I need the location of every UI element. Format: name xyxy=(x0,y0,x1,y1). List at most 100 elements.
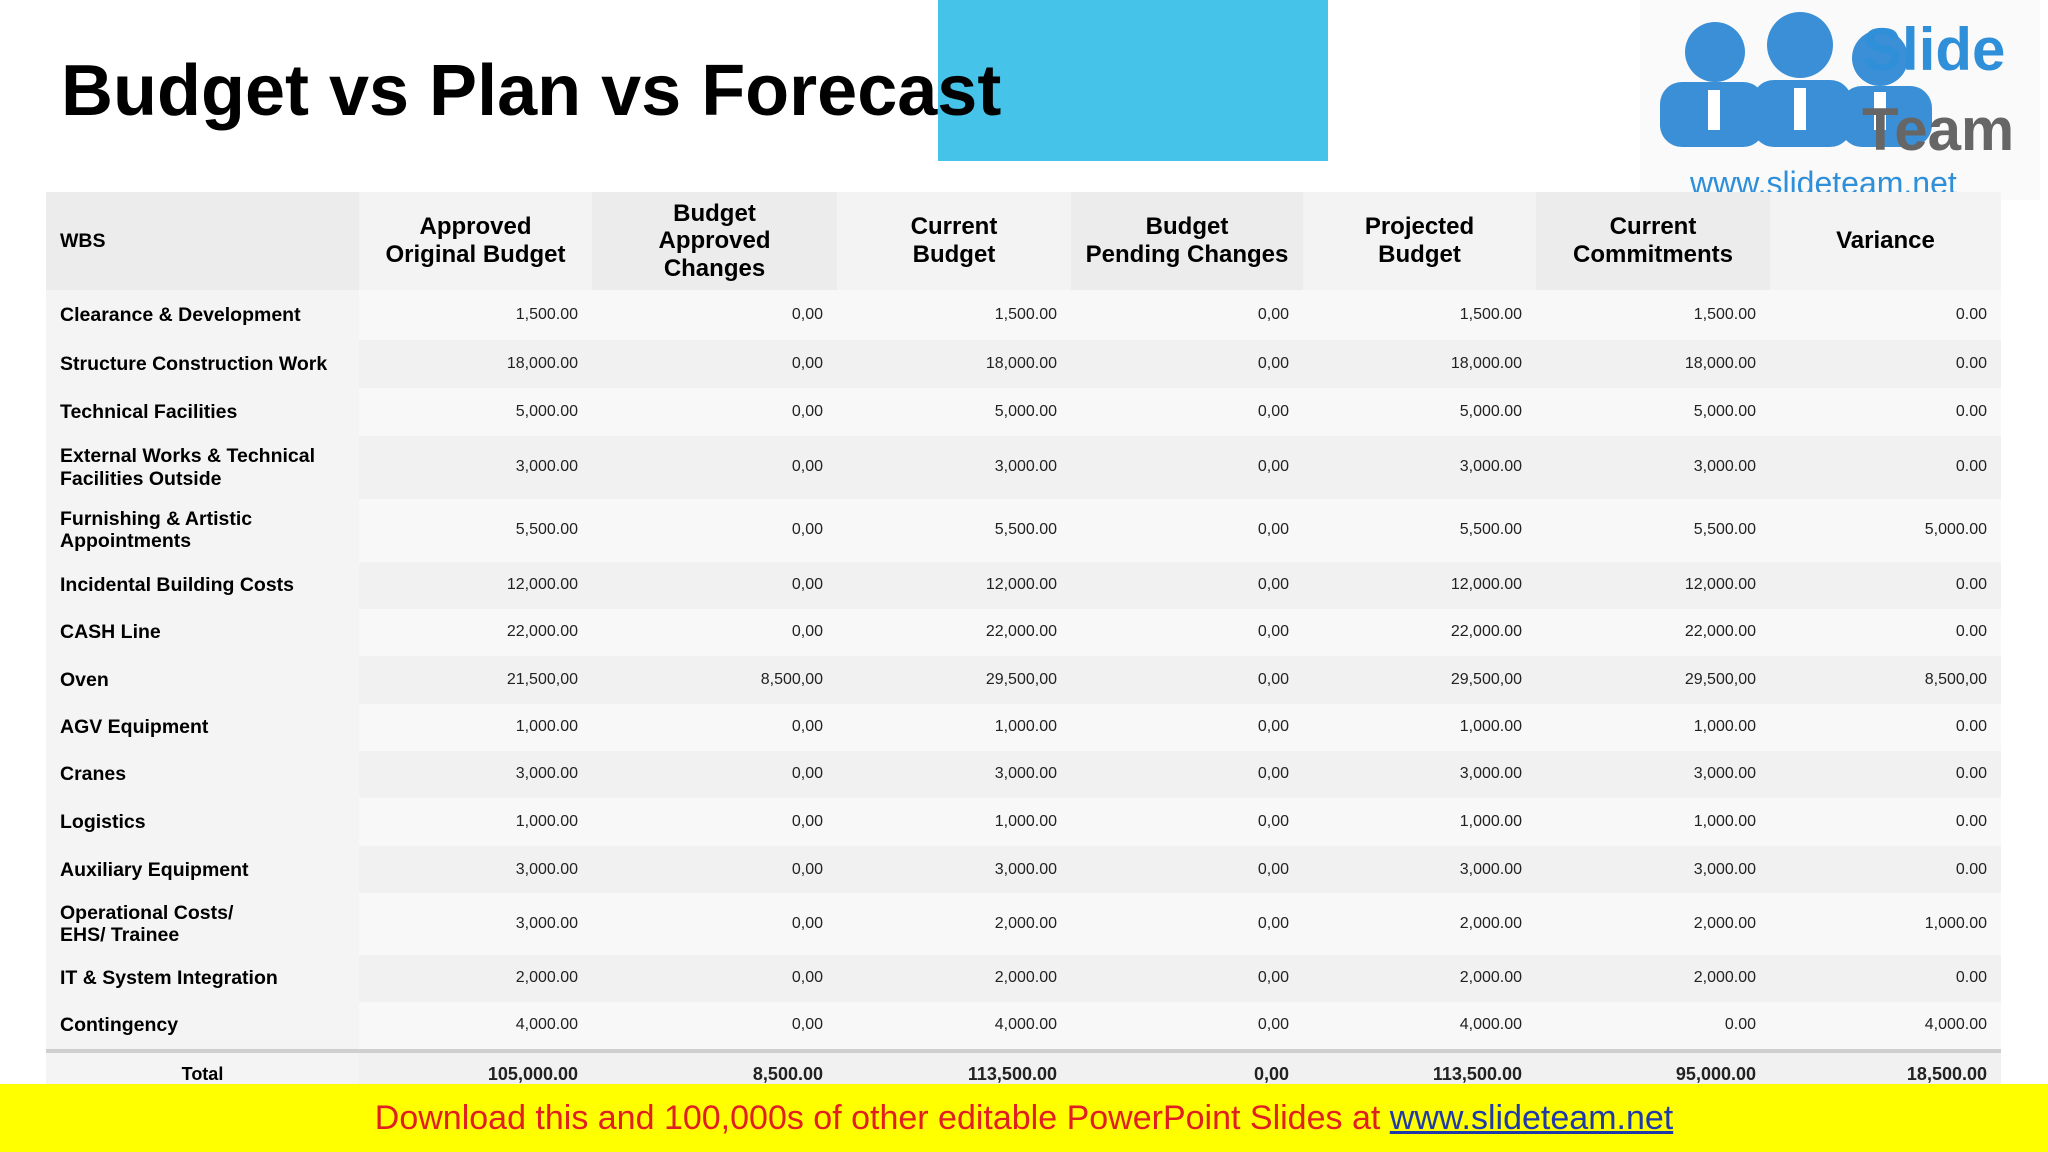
cell-value: 1,000.00 xyxy=(359,798,592,847)
column-header: Projected Budget xyxy=(1303,192,1536,290)
row-label: Contingency xyxy=(46,1001,359,1049)
cell-value: 21,500,00 xyxy=(359,655,592,704)
cell-value: 0,00 xyxy=(1071,339,1303,388)
cell-value: 0.00 xyxy=(1770,339,2001,388)
cell-value: 5,000.00 xyxy=(1536,387,1770,437)
cell-value: 3,000.00 xyxy=(359,436,592,499)
cell-value: 0,00 xyxy=(592,436,837,499)
row-label: External Works & Technical Facilities Ou… xyxy=(46,436,359,499)
cell-value: 0,00 xyxy=(592,751,837,799)
cell-value: 0.00 xyxy=(1770,798,2001,847)
row-label: Incidental Building Costs xyxy=(46,561,359,609)
cell-value: 4,000.00 xyxy=(837,1001,1071,1049)
cell-value: 2,000.00 xyxy=(1303,954,1536,1002)
row-label: Furnishing & Artistic Appointments xyxy=(46,498,359,562)
cell-value: 12,000.00 xyxy=(1303,561,1536,609)
cell-value: 1,500.00 xyxy=(837,290,1071,340)
cell-value: 0.00 xyxy=(1770,608,2001,656)
cell-value: 3,000.00 xyxy=(359,751,592,799)
cell-value: 0,00 xyxy=(592,290,837,340)
cell-value: 3,000.00 xyxy=(359,893,592,955)
cell-value: 0.00 xyxy=(1536,1001,1770,1049)
cell-value: 5,000.00 xyxy=(837,387,1071,437)
row-label: Technical Facilities xyxy=(46,387,359,437)
row-label: IT & System Integration xyxy=(46,954,359,1002)
banner-text: Download this and 100,000s of other edit… xyxy=(374,1098,1390,1137)
cell-value: 0,00 xyxy=(592,608,837,656)
cell-value: 0,00 xyxy=(592,561,837,609)
cell-value: 0,00 xyxy=(1071,893,1303,955)
row-label: AGV Equipment xyxy=(46,704,359,752)
cell-value: 0.00 xyxy=(1770,387,2001,437)
column-header: Approved Original Budget xyxy=(359,192,592,290)
cell-value: 0,00 xyxy=(1071,608,1303,656)
cell-value: 22,000.00 xyxy=(1303,608,1536,656)
cell-value: 1,000.00 xyxy=(359,704,592,752)
cell-value: 0,00 xyxy=(1071,387,1303,437)
cell-value: 1,500.00 xyxy=(1303,290,1536,340)
cell-value: 2,000.00 xyxy=(837,893,1071,955)
row-label: Operational Costs/ EHS/ Trainee xyxy=(46,893,359,955)
cell-value: 0,00 xyxy=(592,339,837,388)
cell-value: 0,00 xyxy=(1071,954,1303,1002)
cell-value: 1,000.00 xyxy=(837,798,1071,847)
cell-value: 0,00 xyxy=(592,893,837,955)
cell-value: 2,000.00 xyxy=(359,954,592,1002)
cell-value: 4,000.00 xyxy=(359,1001,592,1049)
cell-value: 0,00 xyxy=(592,954,837,1002)
column-header: Budget Pending Changes xyxy=(1071,192,1303,290)
cell-value: 0,00 xyxy=(592,846,837,894)
cell-value: 1,000.00 xyxy=(1303,704,1536,752)
cell-value: 0,00 xyxy=(1071,655,1303,704)
row-label: Cranes xyxy=(46,751,359,799)
cell-value: 2,000.00 xyxy=(1536,893,1770,955)
banner-link[interactable]: www.slideteam.net xyxy=(1389,1098,1674,1137)
cell-value: 5,500.00 xyxy=(1536,498,1770,562)
cell-value: 12,000.00 xyxy=(1536,561,1770,609)
column-header: Variance xyxy=(1770,192,2001,290)
cell-value: 0,00 xyxy=(1071,704,1303,752)
cell-value: 18,000.00 xyxy=(359,339,592,388)
cell-value: 12,000.00 xyxy=(359,561,592,609)
cell-value: 3,000.00 xyxy=(1303,846,1536,894)
cell-value: 0.00 xyxy=(1770,846,2001,894)
cell-value: 5,000.00 xyxy=(359,387,592,437)
row-label: Logistics xyxy=(46,798,359,847)
logo-icon: Slide Team www.slideteam.net xyxy=(1660,12,2014,201)
title: Budget vs Plan vs Forecast xyxy=(61,51,1002,131)
cell-value: 29,500,00 xyxy=(837,655,1071,704)
cell-value: 0,00 xyxy=(1071,498,1303,562)
accent-block xyxy=(938,0,1328,161)
cell-value: 1,000.00 xyxy=(1303,798,1536,847)
row-label: Auxiliary Equipment xyxy=(46,846,359,894)
cell-value: 0,00 xyxy=(592,1001,837,1049)
cell-value: 18,000.00 xyxy=(1536,339,1770,388)
cell-value: 2,000.00 xyxy=(1536,954,1770,1002)
cell-value: 0,00 xyxy=(592,704,837,752)
cell-value: 8,500,00 xyxy=(1770,655,2001,704)
total-rule xyxy=(46,1048,2001,1053)
cell-value: 3,000.00 xyxy=(837,846,1071,894)
cell-value: 5,500.00 xyxy=(837,498,1071,562)
cell-value: 0,00 xyxy=(592,798,837,847)
cell-value: 3,000.00 xyxy=(1303,751,1536,799)
cell-value: 4,000.00 xyxy=(1303,1001,1536,1049)
cell-value: 29,500,00 xyxy=(1303,655,1536,704)
cell-value: 5,000.00 xyxy=(1303,387,1536,437)
row-label: Oven xyxy=(46,655,359,704)
cell-value: 12,000.00 xyxy=(837,561,1071,609)
cell-value: 5,500.00 xyxy=(1303,498,1536,562)
cell-value: 5,000.00 xyxy=(1770,498,2001,562)
logo-text: Team xyxy=(1862,96,2014,163)
cell-value: 0.00 xyxy=(1770,704,2001,752)
column-header: WBS xyxy=(46,192,359,290)
cell-value: 18,000.00 xyxy=(837,339,1071,388)
column-header: Current Commitments xyxy=(1536,192,1770,290)
row-label: Structure Construction Work xyxy=(46,339,359,388)
cell-value: 18,000.00 xyxy=(1303,339,1536,388)
cell-value: 3,000.00 xyxy=(1536,846,1770,894)
row-label: Clearance & Development xyxy=(46,290,359,340)
cell-value: 0,00 xyxy=(592,498,837,562)
cell-value: 3,000.00 xyxy=(1303,436,1536,499)
